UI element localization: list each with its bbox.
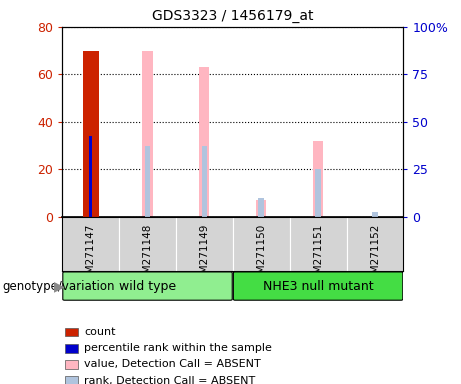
Bar <box>256 200 266 217</box>
Bar <box>176 217 233 271</box>
Bar <box>258 198 264 217</box>
Text: count: count <box>84 327 115 337</box>
Text: value, Detection Call = ABSENT: value, Detection Call = ABSENT <box>84 359 260 369</box>
Text: ▶: ▶ <box>54 280 65 293</box>
FancyBboxPatch shape <box>233 272 403 300</box>
Bar <box>233 217 290 271</box>
Bar <box>199 67 209 217</box>
Text: GSM271150: GSM271150 <box>256 223 266 287</box>
Title: GDS3323 / 1456179_at: GDS3323 / 1456179_at <box>152 9 313 23</box>
Text: percentile rank within the sample: percentile rank within the sample <box>84 343 272 353</box>
Bar <box>201 146 207 217</box>
Bar <box>372 212 378 217</box>
Bar <box>62 217 119 271</box>
Text: wild type: wild type <box>119 280 176 293</box>
Text: genotype/variation: genotype/variation <box>2 280 115 293</box>
Text: GSM271151: GSM271151 <box>313 223 323 287</box>
Text: NHE3 null mutant: NHE3 null mutant <box>263 280 373 293</box>
Bar <box>347 217 403 271</box>
Bar <box>315 169 321 217</box>
Bar <box>119 217 176 271</box>
Bar <box>290 217 347 271</box>
Bar <box>145 146 150 217</box>
Bar <box>313 141 323 217</box>
Text: GSM271147: GSM271147 <box>86 223 96 287</box>
Text: rank, Detection Call = ABSENT: rank, Detection Call = ABSENT <box>84 376 255 384</box>
Bar <box>89 136 92 217</box>
Bar <box>83 51 99 217</box>
Text: GSM271148: GSM271148 <box>142 223 153 287</box>
Text: GSM271149: GSM271149 <box>199 223 209 287</box>
Bar <box>142 51 153 217</box>
Text: GSM271152: GSM271152 <box>370 223 380 287</box>
FancyBboxPatch shape <box>63 272 232 300</box>
